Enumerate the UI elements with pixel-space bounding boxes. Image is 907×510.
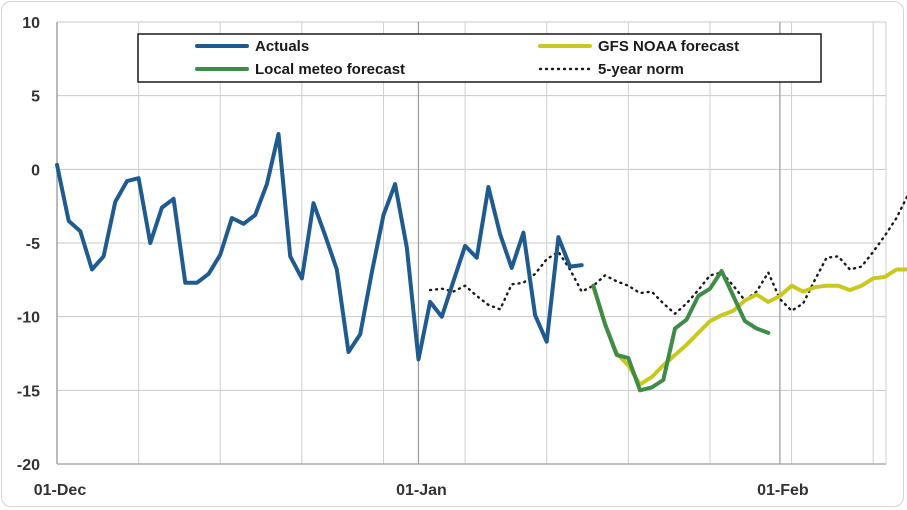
legend-label-gfs-noaa-forecast: GFS NOAA forecast — [598, 38, 739, 55]
x-axis-ticks: 01-Dec 01-Jan 01-Feb — [34, 482, 809, 499]
legend-label-local-meteo-forecast: Local meteo forecast — [255, 61, 405, 78]
y-tick-label: -20 — [17, 457, 40, 474]
y-tick-label: -5 — [26, 236, 40, 253]
legend-label-5-year-norm: 5-year norm — [598, 61, 684, 78]
legend: Actuals GFS NOAA forecast Local meteo fore… — [137, 33, 822, 83]
x-tick-label: 01-Dec — [34, 482, 87, 499]
series-5-year-norm — [428, 194, 907, 315]
y-axis-ticks: 10 5 0 -5 -10 -15 -20 — [17, 15, 40, 474]
x-tick-label: 01-Jan — [396, 482, 447, 499]
x-tick-label: 01-Feb — [757, 482, 809, 499]
y-tick-label: 0 — [31, 162, 40, 179]
grid — [56, 21, 887, 465]
y-tick-label: 10 — [22, 15, 40, 32]
legend-label-actuals: Actuals — [255, 38, 309, 55]
series-actuals — [55, 132, 584, 362]
y-tick-label: 5 — [31, 89, 40, 106]
series-layer — [55, 132, 907, 393]
series-local-meteo-forecast — [591, 269, 771, 393]
y-tick-label: -10 — [17, 310, 40, 327]
y-tick-label: -15 — [17, 383, 40, 400]
legend-box — [137, 33, 822, 83]
